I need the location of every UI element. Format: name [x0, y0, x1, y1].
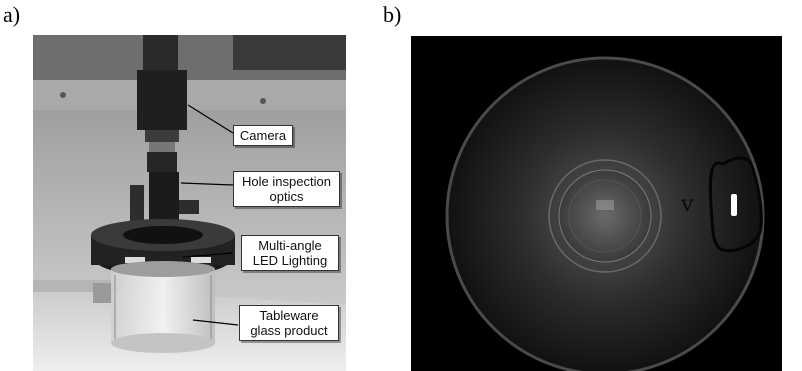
handwritten-mark-text: v [680, 192, 694, 217]
glass-callout: Tableware glass product [239, 305, 339, 341]
camera-callout-text: Camera [240, 128, 286, 143]
camera-callout: Camera [233, 125, 293, 146]
optics-callout: Hole inspection optics [233, 171, 340, 207]
panel-b-label: b) [383, 4, 401, 26]
glass-callout-line2: glass product [244, 323, 334, 338]
lighting-callout-line2: LED Lighting [246, 253, 334, 268]
lighting-callout-line1: Multi-angle [246, 238, 334, 253]
panel-a-label: a) [3, 4, 20, 26]
optics-callout-line2: optics [238, 189, 335, 204]
glass-bottom-inspection-image: v [411, 36, 782, 371]
lighting-callout: Multi-angle LED Lighting [241, 235, 339, 271]
optics-callout-line1: Hole inspection [238, 174, 335, 189]
glass-callout-line1: Tableware [244, 308, 334, 323]
inspection-image-illustration: v [411, 36, 782, 371]
